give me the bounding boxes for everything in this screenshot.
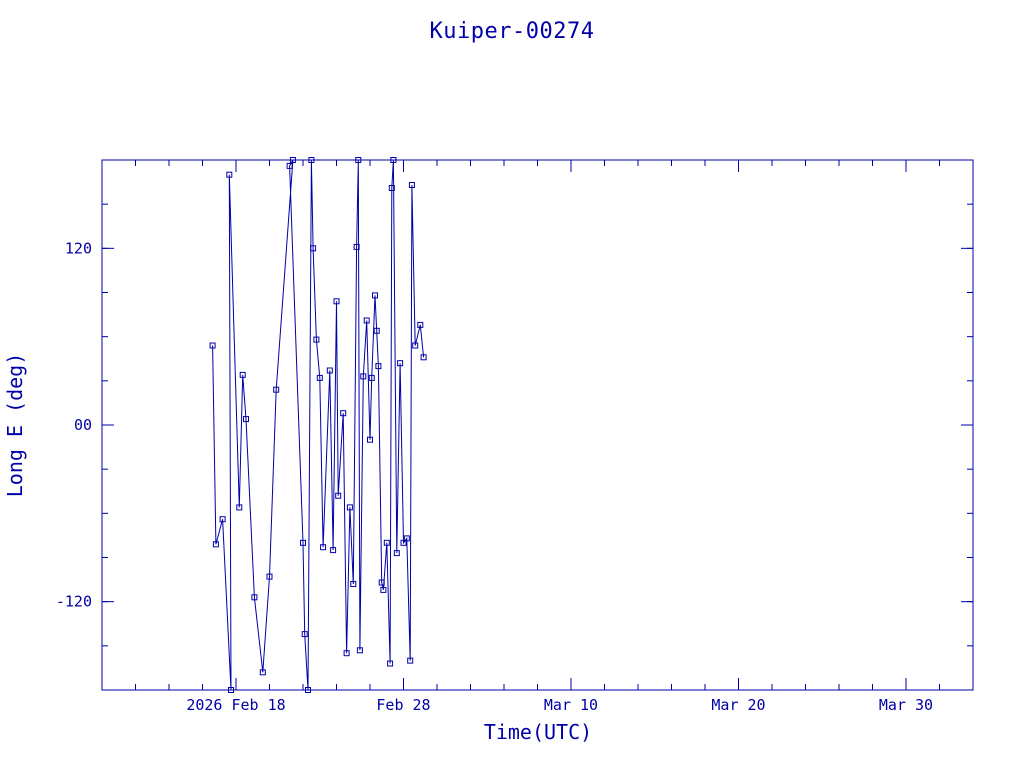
- data-point: [320, 544, 327, 551]
- data-point: [239, 371, 246, 378]
- data-point: [375, 363, 382, 370]
- data-point: [333, 298, 340, 305]
- data-point: [300, 539, 306, 546]
- data-point: [412, 342, 419, 349]
- data-point: [380, 586, 387, 593]
- data-point: [335, 492, 342, 499]
- data-point: [387, 660, 394, 667]
- data-point: [373, 327, 380, 334]
- data-point: [301, 631, 308, 638]
- data-point: [400, 539, 407, 546]
- y-axis-ticks: 120 00 -120: [56, 159, 973, 691]
- data-point: [310, 245, 317, 252]
- data-point: [353, 243, 360, 250]
- data-point: [266, 573, 273, 580]
- data-point: [346, 504, 353, 511]
- data-point: [403, 535, 410, 542]
- data-point: [407, 657, 414, 664]
- data-point: [236, 504, 243, 511]
- data-point: [363, 317, 370, 324]
- y-axis-label: Long E (deg): [3, 353, 27, 498]
- data-point: [367, 436, 373, 443]
- data-point: [378, 579, 385, 586]
- data-point: [393, 550, 400, 557]
- x-tick-label: Mar 30: [879, 696, 933, 714]
- x-tick-label: Feb 28: [376, 696, 430, 714]
- data-point: [388, 185, 395, 191]
- data-point: [209, 342, 216, 349]
- chart-title: Kuiper-00274: [430, 19, 595, 44]
- data-point: [273, 386, 280, 393]
- data-point: [340, 410, 347, 417]
- data-point: [417, 321, 424, 328]
- data-point: [383, 539, 390, 546]
- data-point: [408, 182, 415, 188]
- data-point: [286, 162, 293, 169]
- y-tick-label: 120: [65, 239, 92, 257]
- data-point: [350, 581, 357, 587]
- y-tick-label: -120: [56, 593, 92, 611]
- data-point: [368, 374, 375, 381]
- series-line: [212, 160, 425, 690]
- data-point: [251, 594, 258, 601]
- data-point: [219, 516, 226, 523]
- x-tick-label: Mar 10: [544, 696, 598, 714]
- data-point: [420, 354, 427, 361]
- data-point: [356, 647, 363, 654]
- x-axis-ticks: 2026 Feb 18 Feb 28 Mar 10 Mar 20 Mar 30: [101, 160, 974, 714]
- data-point: [330, 547, 337, 554]
- y-tick-label: 00: [74, 416, 92, 434]
- data-point: [243, 416, 249, 423]
- x-tick-label: 2026 Feb 18: [186, 696, 285, 714]
- data-point: [313, 336, 320, 343]
- data-point: [259, 669, 266, 676]
- data-point: [226, 171, 233, 178]
- x-tick-label: Mar 20: [711, 696, 765, 714]
- data-point: [316, 374, 323, 381]
- x-axis-label: Time(UTC): [484, 720, 592, 744]
- data-point: [326, 367, 333, 374]
- data-point: [212, 541, 219, 548]
- data-point: [397, 360, 404, 367]
- data-point: [372, 292, 378, 299]
- data-point: [343, 650, 350, 657]
- data-point: [360, 373, 367, 380]
